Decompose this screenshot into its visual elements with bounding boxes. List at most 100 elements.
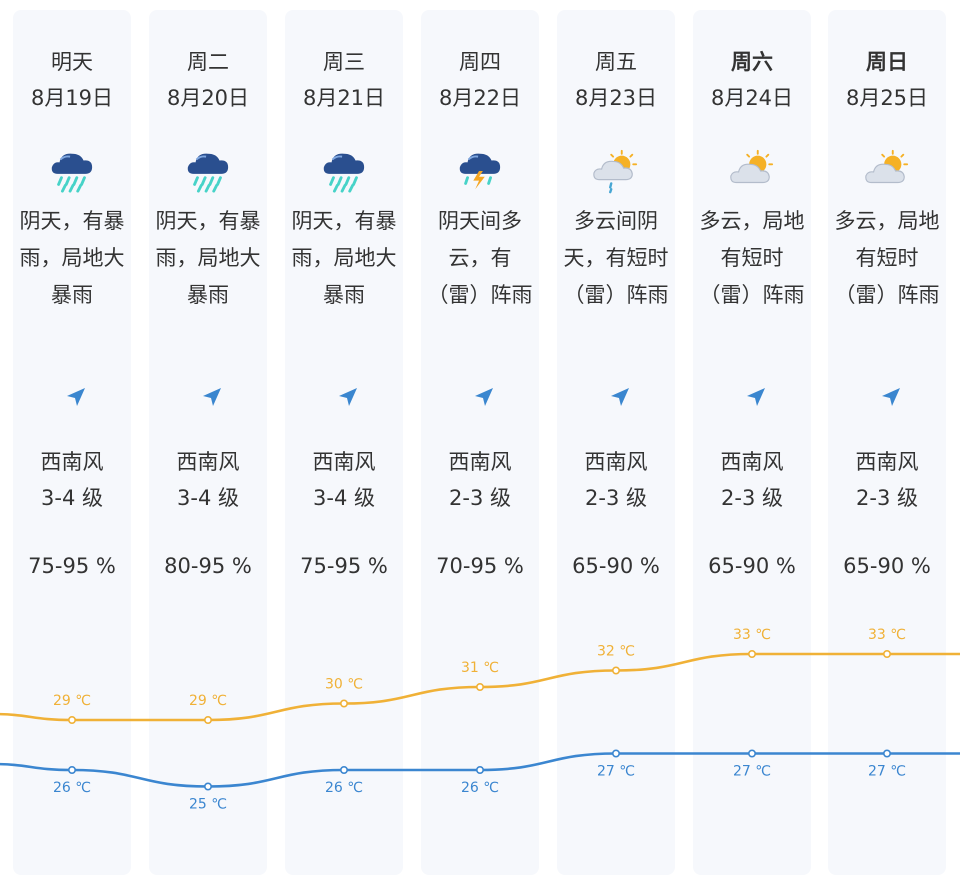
date-label: 8月22日 xyxy=(438,86,522,110)
high-temp-point xyxy=(475,682,484,691)
wind-level: 2-3 级 xyxy=(721,486,783,510)
wind-direction: 西南风 xyxy=(312,450,376,474)
wind-arrow-icon xyxy=(475,388,493,406)
humidity: 75-95 % xyxy=(300,554,388,578)
day-label: 周六 xyxy=(731,50,773,74)
wind-direction: 西南风 xyxy=(855,450,919,474)
date-label: 8月21日 xyxy=(302,86,386,110)
wind-direction: 西南风 xyxy=(176,450,240,474)
date-label: 8月23日 xyxy=(574,86,658,110)
wind-direction: 西南风 xyxy=(584,450,648,474)
low-temp-label: 26 ℃ xyxy=(53,780,91,796)
condition-line: 暴雨 xyxy=(51,283,93,307)
low-temp-label: 26 ℃ xyxy=(461,780,499,796)
humidity: 65-90 % xyxy=(843,554,931,578)
wind-level: 3-4 级 xyxy=(41,486,103,510)
condition-line: 阴天，有暴 xyxy=(291,209,397,233)
humidity: 70-95 % xyxy=(436,554,524,578)
wind-direction: 西南风 xyxy=(448,450,512,474)
high-temp-point xyxy=(68,715,77,724)
wind-arrow-icon xyxy=(882,388,900,406)
weather-condition: 多云间阴天，有短时 （雷）阵雨 xyxy=(553,203,679,314)
humidity: 65-90 % xyxy=(708,554,796,578)
heavy-rain-icon xyxy=(187,153,229,193)
wind-arrow-icon xyxy=(203,388,221,406)
high-temp-label: 29 ℃ xyxy=(189,693,227,709)
condition-line: （雷）阵雨 xyxy=(563,283,669,307)
humidity: 75-95 % xyxy=(28,554,116,578)
date-label: 8月24日 xyxy=(710,86,794,110)
heavy-rain-icon xyxy=(323,153,365,193)
low-temp-point xyxy=(339,765,348,774)
date-label: 8月25日 xyxy=(845,86,929,110)
thunderstorm-icon xyxy=(459,153,501,190)
condition-line: （雷）阵雨 xyxy=(699,283,805,307)
condition-line: 云，有 xyxy=(448,246,512,270)
condition-line: 雨，局地大 xyxy=(291,246,397,270)
weather-condition: 阴天间多 云，有 （雷）阵雨 xyxy=(417,203,543,314)
heavy-rain-icon xyxy=(51,153,93,193)
high-temp-label: 29 ℃ xyxy=(53,693,91,709)
condition-line: 暴雨 xyxy=(187,283,229,307)
low-temp-point xyxy=(747,749,756,758)
condition-line: （雷）阵雨 xyxy=(427,283,533,307)
low-temp-point xyxy=(611,749,620,758)
partly-cloudy-shower-icon xyxy=(593,149,638,194)
wind-direction: 西南风 xyxy=(720,450,784,474)
low-temp-point xyxy=(475,765,484,774)
condition-line: 有短时 xyxy=(720,246,784,270)
day-column: 明天 8月19日 阴天，有暴 雨，局地大 暴雨 西南风 3-4 级 75-95 % xyxy=(13,10,131,875)
humidity: 65-90 % xyxy=(572,554,660,578)
day-column: 周日 8月25日多云，局地有短时 （雷）阵雨西南风 2-3 级 65-90 % xyxy=(828,10,946,875)
humidity: 80-95 % xyxy=(164,554,252,578)
low-temp-label: 27 ℃ xyxy=(597,764,635,780)
high-temp-point xyxy=(611,666,620,675)
day-column: 周四 8月22日 阴天间多 云，有 （雷）阵雨 西南风 2-3 级 70-95 % xyxy=(421,10,539,875)
sun-behind-cloud-icon xyxy=(730,149,774,184)
condition-line: 天，有短时 xyxy=(563,246,669,270)
weather-condition: 阴天，有暴 雨，局地大 暴雨 xyxy=(145,203,271,314)
high-temp-point xyxy=(747,649,756,658)
day-label: 周四 xyxy=(459,50,501,74)
low-temp-point xyxy=(882,749,891,758)
condition-line: 有短时 xyxy=(855,246,919,270)
wind-direction: 西南风 xyxy=(40,450,104,474)
condition-line: （雷）阵雨 xyxy=(834,283,940,307)
high-temp-label: 33 ℃ xyxy=(868,627,906,643)
wind-level: 3-4 级 xyxy=(177,486,239,510)
high-temp-label: 33 ℃ xyxy=(733,627,771,643)
low-temp-label: 25 ℃ xyxy=(189,797,227,813)
day-column: 周三 8月21日 阴天，有暴 雨，局地大 暴雨 西南风 3-4 级 75-95 % xyxy=(285,10,403,875)
day-label: 周三 xyxy=(323,50,365,74)
day-column: 周二 8月20日 阴天，有暴 雨，局地大 暴雨 西南风 3-4 级 80-95 % xyxy=(149,10,267,875)
day-column: 周五 8月23日多云间阴天，有短时 （雷）阵雨西南风 2-3 级 65-90 % xyxy=(557,10,675,875)
weather-condition: 阴天，有暴雨，局地大暴雨 xyxy=(281,203,407,314)
condition-line: 多云，局地 xyxy=(834,209,940,233)
day-label: 周日 xyxy=(866,50,908,74)
wind-arrow-icon xyxy=(611,388,629,406)
date-label: 8月19日 xyxy=(30,86,114,110)
low-temp-point xyxy=(204,782,213,791)
condition-line: 多云，局地 xyxy=(699,209,805,233)
condition-line: 多云间阴 xyxy=(574,209,658,233)
day-label: 周二 xyxy=(187,50,229,74)
weather-condition: 多云，局地有短时 （雷）阵雨 xyxy=(689,203,815,314)
wind-level: 2-3 级 xyxy=(585,486,647,510)
high-temp-label: 32 ℃ xyxy=(597,644,635,660)
low-temp-label: 26 ℃ xyxy=(325,780,363,796)
weather-condition: 阴天，有暴 雨，局地大 暴雨 xyxy=(9,203,135,314)
condition-line: 雨，局地大 xyxy=(155,246,261,270)
condition-line: 雨，局地大 xyxy=(19,246,125,270)
high-temp-label: 30 ℃ xyxy=(325,677,363,693)
low-temp-label: 27 ℃ xyxy=(733,764,771,780)
day-label: 周五 xyxy=(595,50,637,74)
wind-arrow-icon xyxy=(747,388,765,406)
weather-condition: 多云，局地有短时 （雷）阵雨 xyxy=(824,203,950,314)
high-temp-label: 31 ℃ xyxy=(461,660,499,676)
date-label: 8月20日 xyxy=(166,86,250,110)
condition-line: 暴雨 xyxy=(323,283,365,307)
high-temp-point xyxy=(882,649,891,658)
low-temp-point xyxy=(68,765,77,774)
wind-level: 2-3 级 xyxy=(856,486,918,510)
